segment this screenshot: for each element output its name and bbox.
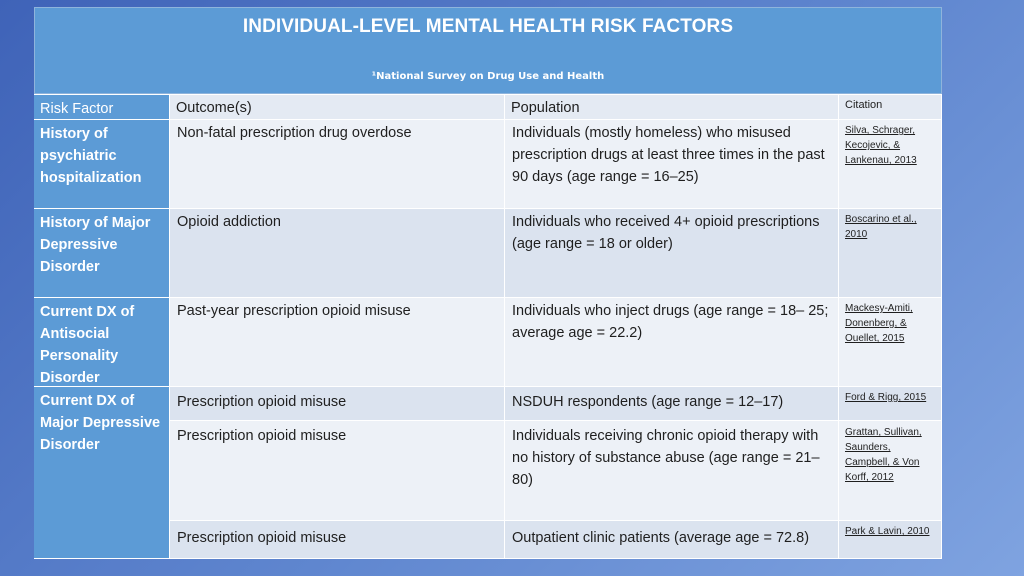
- table-row-3-outcome: Past-year prescription opioid misuse: [170, 298, 505, 387]
- table-row-1-risk-factor: History of psychiatric hospitalization: [34, 120, 170, 209]
- citation-link[interactable]: Mackesy-Amiti, Donenberg, & Ouellet, 201…: [845, 303, 913, 344]
- col-header-outcome: Outcome(s): [170, 95, 505, 120]
- table-row-2-outcome: Opioid addiction: [170, 209, 505, 298]
- table-row-6-outcome: Prescription opioid misuse: [170, 521, 505, 559]
- table-row-1-population: Individuals (mostly homeless) who misuse…: [505, 120, 839, 209]
- table-row-2-population: Individuals who received 4+ opioid presc…: [505, 209, 839, 298]
- table-row-6-citation: Park & Lavin, 2010: [839, 521, 942, 559]
- table-row-4-population: NSDUH respondents (age range = 12–17): [505, 387, 839, 421]
- col-header-citation: Citation: [839, 95, 942, 120]
- table-row-3-risk-factor: Current DX of Antisocial Personality Dis…: [34, 298, 170, 387]
- slide-title: INDIVIDUAL-LEVEL MENTAL HEALTH RISK FACT…: [242, 16, 734, 37]
- citation-link[interactable]: Boscarino et al., 2010: [845, 214, 917, 240]
- slide-subtitle: ¹National Survey on Drug Use and Health: [371, 71, 605, 82]
- table-row-1-outcome: Non-fatal prescription drug overdose: [170, 120, 505, 209]
- table-row-3-citation: Mackesy-Amiti, Donenberg, & Ouellet, 201…: [839, 298, 942, 387]
- table-row-2-risk-factor: History of Major Depressive Disorder: [34, 209, 170, 298]
- table-row-4-outcome: Prescription opioid misuse: [170, 387, 505, 421]
- citation-link[interactable]: Silva, Schrager, Kecojevic, & Lankenau, …: [845, 125, 917, 166]
- table-row-3-population: Individuals who inject drugs (age range …: [505, 298, 839, 387]
- col-header-population: Population: [505, 95, 839, 120]
- col-header-risk-factor: Risk Factor: [34, 95, 170, 120]
- citation-link[interactable]: Park & Lavin, 2010: [845, 526, 930, 537]
- table-row-1-citation: Silva, Schrager, Kecojevic, & Lankenau, …: [839, 120, 942, 209]
- table-row-6-population: Outpatient clinic patients (average age …: [505, 521, 839, 559]
- citation-link[interactable]: Grattan, Sullivan, Saunders, Campbell, &…: [845, 427, 922, 483]
- table-row-4-risk-factor: Current DX of Major Depressive Disorder: [34, 387, 170, 559]
- table-row-4-citation: Ford & Rigg, 2015: [839, 387, 942, 421]
- table-row-5-population: Individuals receiving chronic opioid the…: [505, 421, 839, 521]
- table-row-2-citation: Boscarino et al., 2010: [839, 209, 942, 298]
- table-row-5-outcome: Prescription opioid misuse: [170, 421, 505, 521]
- table-row-5-citation: Grattan, Sullivan, Saunders, Campbell, &…: [839, 421, 942, 521]
- slide: INDIVIDUAL-LEVEL MENTAL HEALTH RISK FACT…: [34, 7, 942, 559]
- slide-header: INDIVIDUAL-LEVEL MENTAL HEALTH RISK FACT…: [34, 7, 942, 94]
- citation-link[interactable]: Ford & Rigg, 2015: [845, 392, 927, 403]
